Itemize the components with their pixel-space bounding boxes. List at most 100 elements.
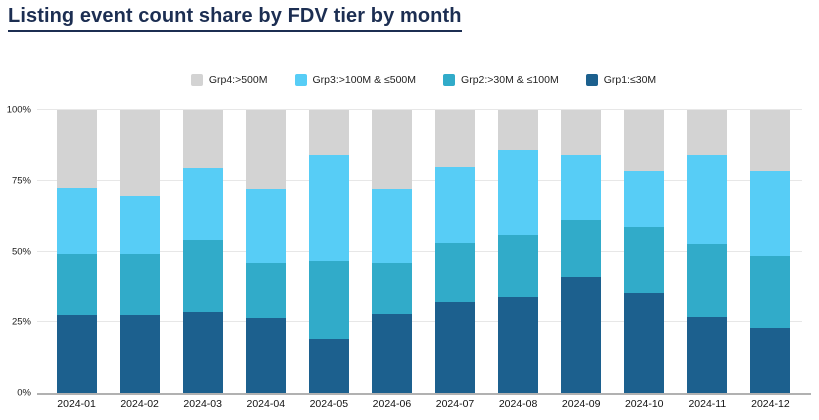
bar-segment-grp2[interactable] — [371, 262, 412, 314]
bar-slot: 2024-11 — [676, 110, 739, 410]
bar-segment-grp3[interactable] — [687, 155, 728, 245]
stacked-bar-2024-07[interactable] — [435, 110, 475, 393]
x-tick-label: 2024-08 — [498, 398, 538, 410]
bar-segment-grp4[interactable] — [624, 110, 665, 171]
stacked-bar-2024-09[interactable] — [561, 110, 602, 393]
bar-segment-grp4[interactable] — [687, 110, 728, 156]
stacked-bar-2024-01[interactable] — [56, 110, 97, 393]
plot-area: 2024-01 2024-02 2024-03 2024-04 2024-05 2024-… — [37, 109, 811, 410]
legend-swatch-grp3 — [294, 74, 307, 86]
legend-label-grp2: Grp2:>30M & ≤100M — [461, 74, 559, 86]
bar-slot: 2024-01 — [45, 110, 108, 410]
bar-segment-grp4[interactable] — [119, 110, 160, 197]
bar-slot: 2024-06 — [360, 110, 423, 410]
bar-segment-grp2[interactable] — [56, 254, 97, 316]
bar-segment-grp1[interactable] — [245, 317, 286, 393]
gridline-25 — [37, 321, 802, 323]
bar-segment-grp1[interactable] — [687, 316, 728, 393]
bar-segment-grp3[interactable] — [750, 170, 791, 256]
bar-segment-grp4[interactable] — [182, 110, 223, 168]
bar-segment-grp2[interactable] — [561, 220, 602, 277]
legend-item-grp4[interactable]: Grp4:>500M — [190, 74, 268, 86]
y-tick-label-100: 100% — [6, 104, 31, 116]
bar-segment-grp4[interactable] — [371, 110, 412, 190]
bar-segment-grp2[interactable] — [308, 261, 349, 340]
bar-segment-grp3[interactable] — [624, 170, 665, 228]
bar-segment-grp3[interactable] — [308, 155, 349, 262]
bar-segment-grp1[interactable] — [624, 292, 665, 393]
legend-label-grp3: Grp3:>100M & ≤500M — [312, 74, 417, 86]
stacked-bar-2024-04[interactable] — [245, 110, 286, 393]
y-tick-label-25: 25% — [11, 316, 31, 328]
stacked-bar-2024-02[interactable] — [119, 110, 160, 393]
bar-segment-grp4[interactable] — [561, 110, 602, 156]
x-tick-label: 2024-04 — [246, 398, 286, 410]
bar-segment-grp3[interactable] — [371, 189, 412, 263]
gridline-75 — [37, 179, 802, 181]
bar-segment-grp4[interactable] — [498, 110, 539, 150]
bar-slot: 2024-10 — [613, 110, 676, 410]
stacked-bar-2024-11[interactable] — [687, 110, 728, 393]
bar-segment-grp1[interactable] — [498, 296, 539, 393]
bar-slot: 2024-05 — [297, 110, 360, 410]
bar-segment-grp3[interactable] — [498, 149, 539, 235]
y-tick-label-75: 75% — [11, 175, 31, 187]
legend-item-grp1[interactable]: Grp1:≤30M — [585, 74, 657, 86]
x-tick-label: 2024-11 — [688, 398, 727, 410]
bar-segment-grp2[interactable] — [750, 255, 791, 328]
bar-segment-grp1[interactable] — [119, 315, 160, 393]
bar-segment-grp3[interactable] — [56, 187, 97, 255]
bar-segment-grp1[interactable] — [182, 312, 223, 393]
bar-segment-grp2[interactable] — [498, 234, 539, 297]
stacked-bar-2024-10[interactable] — [624, 110, 665, 393]
x-tick-label: 2024-09 — [561, 398, 601, 410]
bar-slot: 2024-09 — [550, 110, 613, 410]
bar-segment-grp1[interactable] — [56, 315, 97, 393]
legend: Grp4:>500M Grp3:>100M & ≤500M Grp2:>30M & … — [45, 71, 802, 89]
bar-segment-grp3[interactable] — [561, 155, 602, 221]
bar-segment-grp1[interactable] — [308, 339, 349, 393]
bar-slot: 2024-07 — [423, 110, 486, 410]
bar-segment-grp2[interactable] — [245, 262, 286, 318]
bar-segment-grp4[interactable] — [56, 110, 97, 188]
x-tick-label: 2024-10 — [624, 398, 664, 410]
bar-segment-grp3[interactable] — [435, 166, 475, 243]
stacked-bar-2024-12[interactable] — [750, 110, 791, 393]
legend-swatch-grp2 — [443, 74, 456, 86]
stacked-bar-2024-03[interactable] — [182, 110, 223, 393]
bar-segment-grp3[interactable] — [245, 189, 286, 263]
legend-swatch-grp1 — [585, 74, 598, 86]
bar-segment-grp4[interactable] — [435, 110, 475, 167]
bar-segment-grp2[interactable] — [119, 254, 160, 316]
stacked-bar-2024-08[interactable] — [498, 110, 539, 393]
bar-segment-grp1[interactable] — [435, 302, 475, 393]
bar-segment-grp1[interactable] — [371, 313, 412, 393]
x-tick-label: 2024-01 — [57, 398, 96, 410]
bar-segment-grp1[interactable] — [561, 276, 602, 393]
bar-segment-grp4[interactable] — [308, 110, 349, 156]
x-tick-label: 2024-12 — [751, 398, 790, 410]
bar-segment-grp4[interactable] — [245, 110, 286, 190]
y-tick-label-0: 0% — [17, 387, 31, 399]
bar-segment-grp4[interactable] — [750, 110, 791, 171]
legend-item-grp2[interactable]: Grp2:>30M & ≤100M — [443, 74, 559, 86]
bar-segment-grp1[interactable] — [750, 327, 791, 393]
bar-segment-grp2[interactable] — [182, 240, 223, 313]
gridline-100 — [37, 109, 802, 110]
bar-segment-grp2[interactable] — [435, 243, 475, 303]
stacked-bar-2024-06[interactable] — [371, 110, 412, 393]
bar-segment-grp2[interactable] — [624, 227, 665, 293]
bar-segment-grp2[interactable] — [687, 244, 728, 317]
legend-label-grp4: Grp4:>500M — [208, 74, 268, 86]
bar-segment-grp3[interactable] — [182, 168, 223, 241]
bar-slot: 2024-02 — [108, 110, 171, 410]
x-tick-label: 2024-05 — [309, 398, 349, 410]
bar-slot: 2024-03 — [171, 110, 234, 410]
legend-item-grp3[interactable]: Grp3:>100M & ≤500M — [294, 74, 417, 86]
y-axis: 0% 25% 50% 75% 100% — [0, 105, 37, 399]
bar-segment-grp3[interactable] — [119, 196, 160, 255]
stacked-bar-2024-05[interactable] — [308, 110, 349, 393]
legend-label-grp1: Grp1:≤30M — [603, 74, 657, 86]
y-tick-label-50: 50% — [11, 246, 31, 257]
